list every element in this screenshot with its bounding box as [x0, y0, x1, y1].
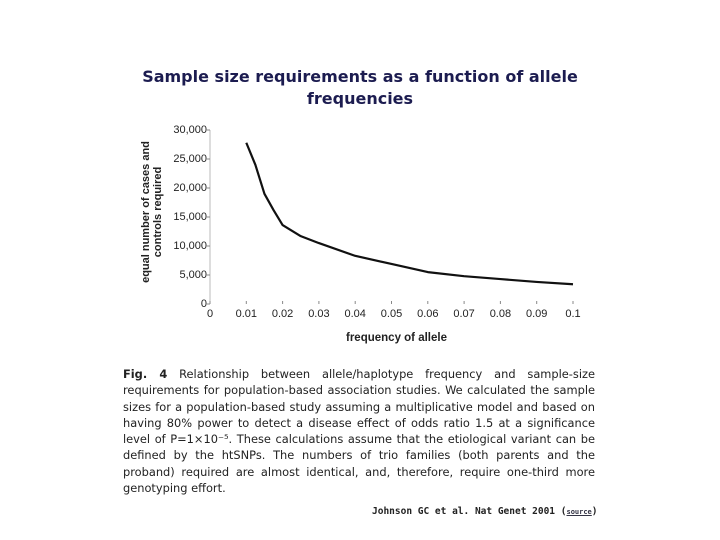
x-tick-label: 0.09	[526, 308, 547, 320]
x-tick-label: 0.01	[236, 308, 257, 320]
y-axis-label: controls required	[152, 167, 164, 257]
x-tick-label: 0.02	[272, 308, 293, 320]
x-axis-label: frequency of allele	[346, 332, 447, 344]
x-tick-label: 0.03	[308, 308, 329, 320]
y-tick-label: 25,000	[173, 153, 207, 165]
y-tick-label: 0	[201, 298, 207, 310]
slide-title: Sample size requirements as a function o…	[142, 67, 578, 108]
caption-label: Fig. 4	[123, 367, 168, 381]
x-tick-label: 0.06	[417, 308, 438, 320]
source-link[interactable]: source	[566, 508, 592, 516]
x-tick-label: 0.05	[381, 308, 402, 320]
citation: Johnson GC et al. Nat Genet 2001 (source…	[372, 506, 598, 517]
y-tick-label: 5,000	[179, 269, 207, 281]
x-tick-label: 0.04	[344, 308, 365, 320]
x-tick-label: 0.07	[453, 308, 474, 320]
caption-text: Relationship between allele/haplotype fr…	[123, 367, 595, 496]
y-tick-label: 15,000	[173, 211, 207, 223]
x-tick-label: 0.1	[565, 308, 580, 320]
x-tick-label: 0	[207, 308, 213, 320]
y-tick-label: 30,000	[173, 124, 207, 136]
y-tick-label: 10,000	[173, 240, 207, 252]
data-line	[245, 142, 574, 286]
figure-caption: Fig. 4 Relationship between allele/haplo…	[123, 366, 595, 496]
y-tick-label: 20,000	[173, 182, 207, 194]
citation-text: Johnson GC et al. Nat Genet 2001	[372, 506, 556, 517]
x-tick-label: 0.08	[490, 308, 511, 320]
y-axis-label: equal number of cases and	[140, 141, 152, 283]
